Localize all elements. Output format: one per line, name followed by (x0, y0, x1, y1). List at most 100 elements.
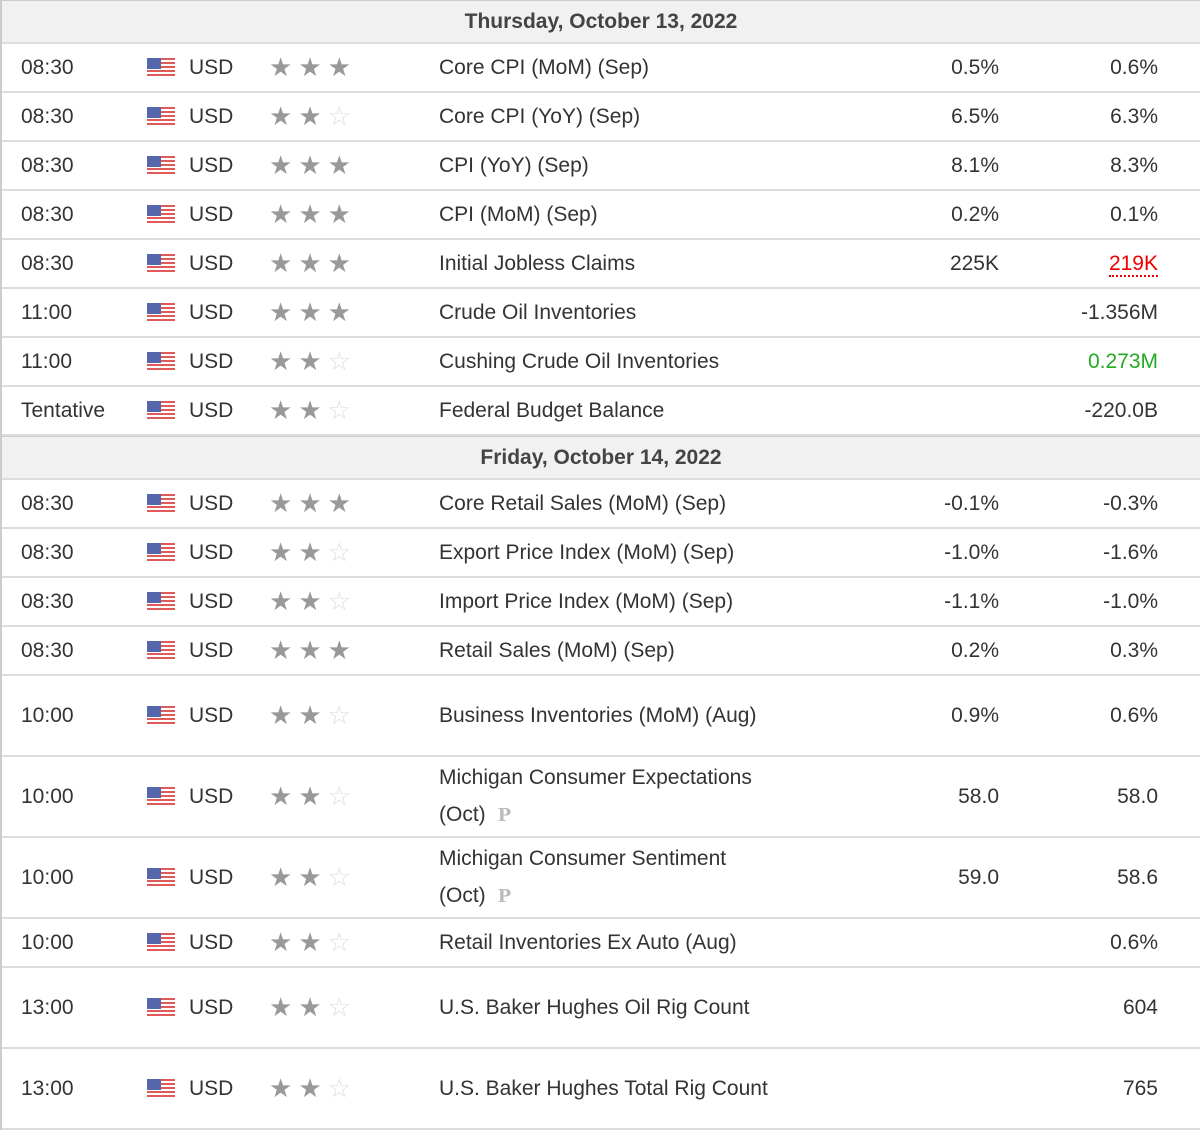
event-label[interactable]: U.S. Baker Hughes Oil Rig Count (439, 996, 750, 1019)
event-name[interactable]: Core CPI (YoY) (Sep) (439, 98, 799, 135)
event-name[interactable]: Core Retail Sales (MoM) (Sep) (439, 485, 799, 522)
event-name[interactable]: Core CPI (MoM) (Sep) (439, 49, 799, 86)
star-filled-icon: ★ (298, 52, 328, 82)
star-filled-icon: ★ (298, 1073, 328, 1103)
event-label[interactable]: Business Inventories (MoM) (Aug) (439, 704, 757, 727)
star-filled-icon: ★ (298, 781, 328, 811)
event-time: 08:30 (21, 491, 74, 515)
event-label[interactable]: Retail Inventories Ex Auto (Aug) (439, 931, 737, 954)
forecast-value: -0.1% (944, 491, 999, 515)
event-name[interactable]: U.S. Baker Hughes Total Rig Count (439, 1070, 799, 1107)
forecast-value: 0.2% (951, 638, 999, 662)
table-row[interactable]: 11:00 USD ★★☆ Cushing Crude Oil Inventories… (2, 338, 1200, 387)
event-name[interactable]: Export Price Index (MoM) (Sep) (439, 534, 799, 571)
event-label[interactable]: Export Price Index (MoM) (Sep) (439, 541, 735, 564)
currency: USD (189, 589, 234, 613)
day-header: Friday, October 14, 2022 (2, 436, 1200, 480)
event-label[interactable]: Michigan Consumer Expectations (Oct) (439, 766, 752, 826)
table-row[interactable]: 08:30 USD ★★★ CPI (MoM) (Sep) 0.2% 0.1% (2, 191, 1200, 240)
importance-stars: ★★☆ (269, 586, 439, 617)
us-flag-icon (147, 705, 175, 726)
event-label[interactable]: Core CPI (YoY) (Sep) (439, 105, 641, 128)
star-filled-icon: ★ (298, 297, 328, 327)
event-label[interactable]: U.S. Baker Hughes Total Rig Count (439, 1077, 768, 1100)
currency: USD (189, 202, 234, 226)
event-label[interactable]: Federal Budget Balance (439, 399, 665, 422)
star-filled-icon: ★ (269, 537, 299, 567)
event-name[interactable]: Crude Oil Inventories (439, 294, 799, 331)
star-filled-icon: ★ (269, 248, 299, 278)
forecast-value: 225K (949, 251, 999, 275)
importance-stars: ★★☆ (269, 781, 439, 812)
table-row[interactable]: 08:30 USD ★★★ CPI (YoY) (Sep) 8.1% 8.3% (2, 142, 1200, 191)
event-label[interactable]: CPI (MoM) (Sep) (439, 203, 598, 226)
table-row[interactable]: 08:30 USD ★★★ Initial Jobless Claims 225K 219… (2, 240, 1200, 289)
table-row[interactable]: 13:00 USD ★★☆ U.S. Baker Hughes Total Rig C… (2, 1049, 1200, 1130)
table-row[interactable]: 11:00 USD ★★★ Crude Oil Inventories -1.356M (2, 289, 1200, 338)
star-empty-icon: ☆ (327, 537, 357, 567)
event-name[interactable]: Initial Jobless Claims (439, 245, 799, 282)
event-label[interactable]: Retail Sales (MoM) (Sep) (439, 639, 675, 662)
currency: USD (189, 55, 234, 79)
table-row[interactable]: 08:30 USD ★★★ Retail Sales (MoM) (Sep) 0.2% 0… (2, 627, 1200, 676)
us-flag-icon (147, 786, 175, 807)
forecast-value: 0.2% (951, 202, 999, 226)
event-label[interactable]: Cushing Crude Oil Inventories (439, 350, 720, 373)
event-label[interactable]: Core CPI (MoM) (Sep) (439, 56, 650, 79)
star-empty-icon: ☆ (327, 1073, 357, 1103)
star-filled-icon: ★ (298, 199, 328, 229)
event-name[interactable]: U.S. Baker Hughes Oil Rig Count (439, 989, 799, 1026)
previous-value: 0.1% (999, 203, 1158, 227)
table-row[interactable]: 13:00 USD ★★☆ U.S. Baker Hughes Oil Rig Cou… (2, 968, 1200, 1049)
event-name[interactable]: Retail Inventories Ex Auto (Aug) (439, 924, 799, 961)
event-label[interactable]: CPI (YoY) (Sep) (439, 154, 589, 177)
star-filled-icon: ★ (327, 297, 357, 327)
star-empty-icon: ☆ (327, 101, 357, 131)
event-name[interactable]: Michigan Consumer Sentiment (Oct) P (439, 840, 799, 915)
table-row[interactable]: 10:00 USD ★★☆ Retail Inventories Ex Auto (A… (2, 919, 1200, 968)
star-filled-icon: ★ (269, 700, 299, 730)
star-filled-icon: ★ (298, 862, 328, 892)
table-row[interactable]: 08:30 USD ★★☆ Import Price Index (MoM) (Sep… (2, 578, 1200, 627)
event-name[interactable]: CPI (YoY) (Sep) (439, 147, 799, 184)
event-name[interactable]: Cushing Crude Oil Inventories (439, 343, 799, 380)
star-filled-icon: ★ (298, 700, 328, 730)
table-row[interactable]: 10:00 USD ★★☆ Michigan Consumer Expectation… (2, 757, 1200, 838)
table-row[interactable]: 08:30 USD ★★☆ Core CPI (YoY) (Sep) 6.5% 6.3% (2, 93, 1200, 142)
event-time: 08:30 (21, 104, 74, 128)
event-label[interactable]: Michigan Consumer Sentiment (Oct) (439, 847, 727, 907)
currency: USD (189, 104, 234, 128)
currency: USD (189, 865, 234, 889)
event-time: 08:30 (21, 202, 74, 226)
star-filled-icon: ★ (269, 150, 299, 180)
star-filled-icon: ★ (269, 1073, 299, 1103)
currency: USD (189, 784, 234, 808)
us-flag-icon (147, 542, 175, 563)
event-label[interactable]: Initial Jobless Claims (439, 252, 636, 275)
importance-stars: ★★★ (269, 199, 439, 230)
previous-text: 219K (1108, 251, 1158, 277)
table-row[interactable]: 08:30 USD ★★★ Core Retail Sales (MoM) (Sep)… (2, 480, 1200, 529)
event-label[interactable]: Import Price Index (MoM) (Sep) (439, 590, 734, 613)
table-row[interactable]: 08:30 USD ★★☆ Export Price Index (MoM) (Sep… (2, 529, 1200, 578)
event-time: 11:00 (21, 349, 72, 373)
star-filled-icon: ★ (269, 395, 299, 425)
event-name[interactable]: Import Price Index (MoM) (Sep) (439, 583, 799, 620)
event-name[interactable]: Business Inventories (MoM) (Aug) (439, 697, 799, 734)
event-name[interactable]: Michigan Consumer Expectations (Oct) P (439, 759, 799, 834)
currency: USD (189, 251, 234, 275)
table-row[interactable]: 10:00 USD ★★☆ Michigan Consumer Sentiment (… (2, 838, 1200, 919)
event-name[interactable]: Retail Sales (MoM) (Sep) (439, 632, 799, 669)
event-name[interactable]: CPI (MoM) (Sep) (439, 196, 799, 233)
table-row[interactable]: 10:00 USD ★★☆ Business Inventories (MoM) (A… (2, 676, 1200, 757)
us-flag-icon (147, 253, 175, 274)
event-label[interactable]: Crude Oil Inventories (439, 301, 637, 324)
currency: USD (189, 995, 234, 1019)
forecast-value: -1.0% (944, 540, 999, 564)
importance-stars: ★★★ (269, 52, 439, 83)
event-label[interactable]: Core Retail Sales (MoM) (Sep) (439, 492, 727, 515)
event-name[interactable]: Federal Budget Balance (439, 392, 799, 429)
table-row[interactable]: 08:30 USD ★★★ Core CPI (MoM) (Sep) 0.5% 0.6% (2, 44, 1200, 93)
table-row[interactable]: Tentative USD ★★☆ Federal Budget Balance -22… (2, 387, 1200, 436)
importance-stars: ★★☆ (269, 927, 439, 958)
